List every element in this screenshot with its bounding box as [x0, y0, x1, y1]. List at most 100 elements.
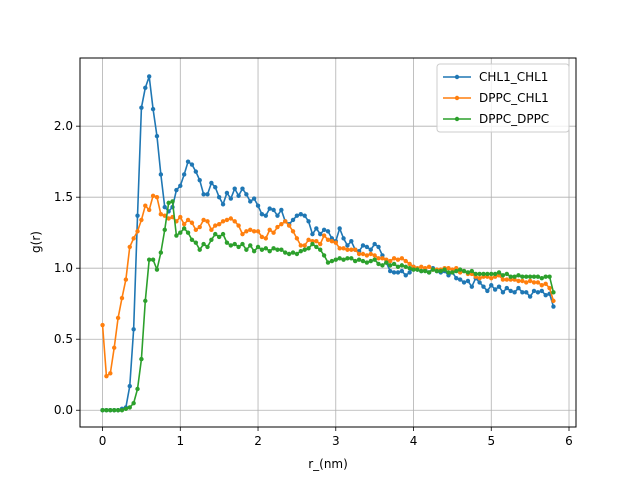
data-point	[356, 257, 362, 262]
data-point	[178, 183, 183, 189]
data-point	[216, 221, 222, 227]
data-point	[143, 203, 148, 208]
data-point	[271, 207, 276, 213]
data-point	[267, 227, 272, 233]
data-point	[489, 283, 494, 288]
data-point	[220, 219, 226, 224]
data-point	[228, 243, 234, 248]
data-point	[387, 258, 393, 264]
data-point	[181, 172, 187, 177]
data-point	[489, 271, 494, 277]
data-point	[430, 267, 436, 272]
data-point	[508, 274, 513, 279]
x-tick-label: 3	[332, 434, 340, 448]
y-tick-label: 0.0	[54, 403, 73, 417]
data-point	[108, 371, 113, 376]
data-point	[411, 267, 416, 272]
y-axis-label: g(r)	[29, 231, 43, 253]
data-point	[306, 246, 311, 251]
data-point	[224, 240, 230, 245]
data-point	[302, 243, 307, 248]
series-dppc-chl1	[100, 193, 556, 379]
data-point	[267, 206, 272, 211]
data-point	[395, 257, 401, 262]
data-point	[100, 322, 105, 328]
data-point	[286, 223, 292, 228]
data-point	[446, 270, 451, 275]
data-point	[244, 192, 249, 197]
data-point	[205, 219, 210, 224]
data-point	[298, 248, 303, 254]
data-point	[228, 196, 234, 201]
data-point	[213, 231, 218, 237]
data-point	[209, 237, 214, 242]
data-point	[108, 408, 113, 413]
data-point	[197, 177, 202, 183]
data-point	[407, 266, 412, 271]
data-point	[465, 278, 471, 284]
data-point	[395, 270, 401, 275]
data-point	[240, 231, 245, 237]
data-point	[251, 196, 257, 201]
data-point	[353, 258, 358, 264]
data-point	[294, 236, 300, 241]
data-point	[150, 257, 156, 262]
data-point	[345, 256, 350, 261]
data-point	[426, 270, 432, 275]
data-point	[112, 408, 117, 413]
data-point	[516, 278, 521, 284]
series-layer	[100, 74, 556, 413]
data-point	[341, 236, 346, 241]
data-point	[298, 212, 303, 217]
data-point	[166, 200, 171, 206]
data-point	[477, 280, 482, 285]
data-point	[527, 274, 533, 279]
x-tick-label: 0	[99, 434, 107, 448]
data-point	[314, 239, 319, 244]
data-point	[446, 266, 451, 271]
data-point	[341, 246, 346, 251]
data-point	[146, 207, 152, 213]
data-point	[306, 237, 311, 242]
data-point	[321, 233, 327, 238]
data-point	[325, 260, 331, 265]
x-axis-ticks: 0 1 2 3 4 5 6	[99, 427, 573, 448]
data-point	[337, 246, 342, 251]
data-point	[399, 268, 405, 274]
data-point	[539, 283, 544, 288]
data-point	[213, 223, 218, 228]
data-point	[158, 172, 164, 177]
data-point	[426, 264, 432, 269]
data-point	[551, 298, 556, 304]
data-point	[259, 212, 265, 217]
data-point	[391, 261, 397, 267]
data-point	[213, 185, 218, 190]
data-point	[283, 250, 288, 255]
data-point	[318, 231, 323, 237]
data-point	[154, 267, 160, 272]
data-point	[302, 213, 307, 218]
data-point	[123, 277, 129, 282]
data-point	[496, 284, 502, 289]
data-point	[216, 194, 222, 200]
y-tick-label: 2.0	[54, 119, 73, 133]
data-point	[127, 405, 132, 410]
data-point	[387, 263, 393, 268]
data-point	[240, 186, 245, 191]
data-point	[232, 186, 237, 191]
data-point	[294, 251, 300, 257]
data-point	[181, 221, 187, 227]
data-point	[387, 268, 393, 274]
data-point	[516, 273, 521, 278]
data-point	[325, 229, 331, 234]
data-point	[306, 219, 311, 224]
legend-box	[436, 63, 570, 133]
data-point	[516, 285, 521, 291]
data-point	[178, 214, 183, 220]
data-point	[531, 280, 537, 285]
data-point	[399, 263, 405, 268]
data-point	[158, 212, 164, 217]
data-point	[543, 292, 548, 298]
data-point	[143, 85, 148, 91]
data-point	[286, 251, 292, 257]
